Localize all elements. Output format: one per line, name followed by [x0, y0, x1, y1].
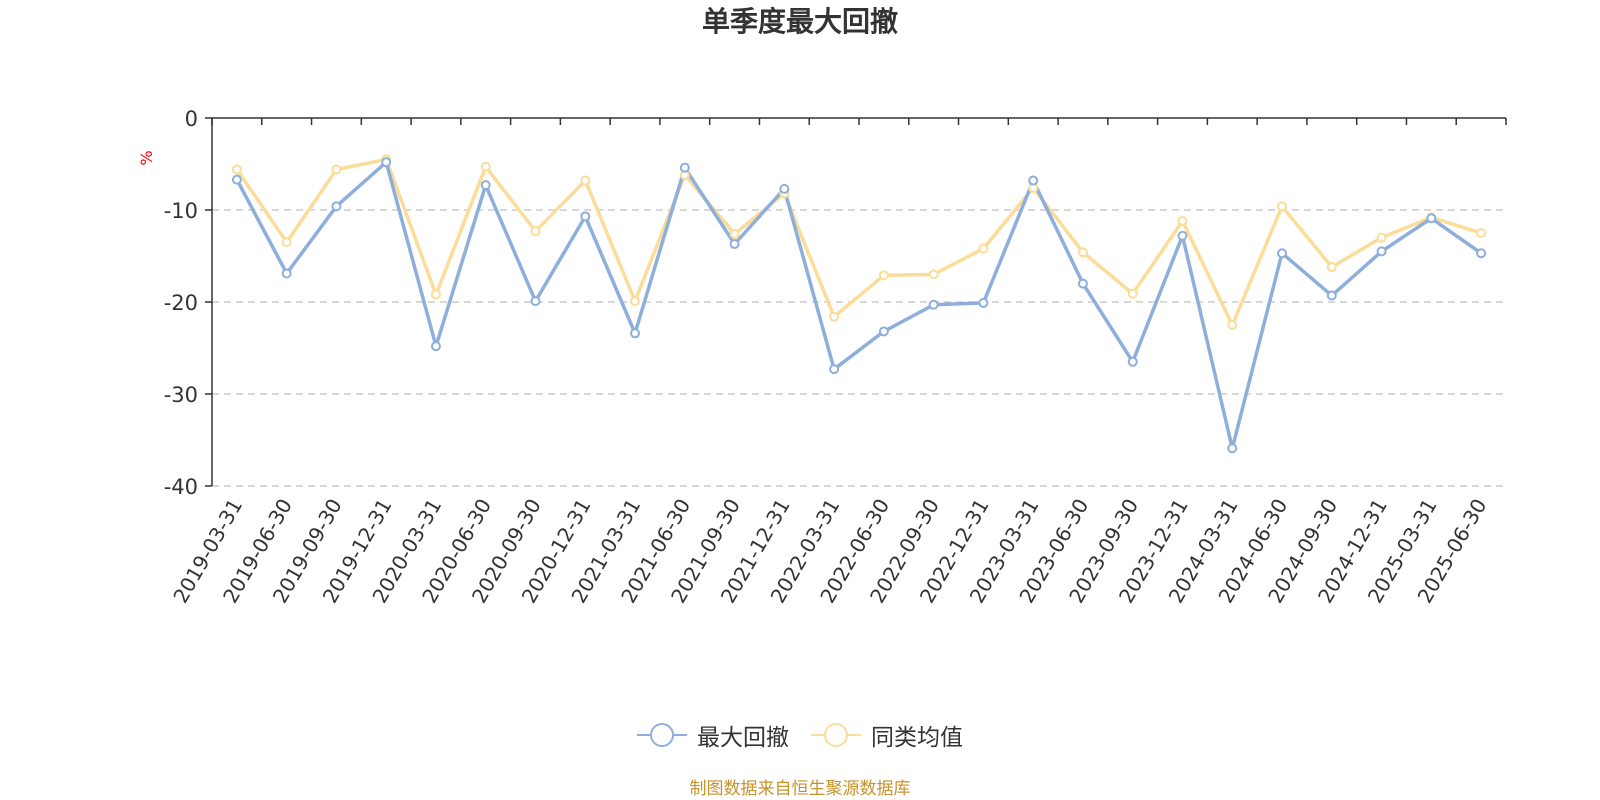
data-point[interactable]	[580, 211, 591, 222]
data-point[interactable]	[1227, 443, 1238, 454]
series-line	[235, 160, 1483, 451]
legend-label-max-drawdown: 最大回撤	[697, 725, 789, 751]
legend-item-max-drawdown[interactable]: 最大回撤	[637, 718, 789, 752]
data-point[interactable]	[829, 364, 840, 375]
data-point[interactable]	[530, 296, 541, 307]
chart-title: 单季度最大回撤	[701, 5, 898, 38]
data-point[interactable]	[530, 226, 541, 237]
data-point[interactable]	[331, 201, 342, 212]
data-point[interactable]	[978, 297, 989, 308]
legend-line-marker-icon	[811, 723, 861, 747]
data-point[interactable]	[480, 161, 491, 172]
data-point[interactable]	[480, 180, 491, 191]
data-point[interactable]	[580, 175, 591, 186]
data-point[interactable]	[729, 239, 740, 250]
data-point[interactable]	[1476, 248, 1487, 259]
y-tick-label: -20	[164, 291, 198, 315]
data-point[interactable]	[1127, 356, 1138, 367]
data-point[interactable]	[878, 326, 889, 337]
data-point[interactable]	[231, 174, 242, 185]
legend-label-peer-average: 同类均值	[871, 725, 963, 751]
data-point[interactable]	[1077, 247, 1088, 258]
data-point[interactable]	[1127, 288, 1138, 299]
data-point[interactable]	[281, 268, 292, 279]
data-point[interactable]	[1277, 248, 1288, 259]
data-point[interactable]	[1326, 262, 1337, 273]
data-point[interactable]	[1426, 213, 1437, 224]
y-axis-unit-label: %	[137, 150, 156, 165]
data-point[interactable]	[978, 243, 989, 254]
data-point[interactable]	[1326, 290, 1337, 301]
y-tick-label: -30	[164, 383, 198, 407]
y-tick-label: -40	[164, 475, 198, 499]
data-point[interactable]	[1227, 320, 1238, 330]
data-point[interactable]	[630, 328, 641, 339]
data-point[interactable]	[430, 341, 441, 352]
y-tick-label: 0	[185, 107, 198, 131]
data-point[interactable]	[1177, 230, 1188, 241]
series-line	[235, 157, 1482, 327]
data-point[interactable]	[281, 237, 292, 248]
source-note: 制图数据来自恒生聚源数据库	[689, 779, 911, 799]
legend: 最大回撤 同类均值	[0, 718, 1600, 752]
data-point[interactable]	[1077, 278, 1088, 289]
data-point[interactable]	[231, 164, 242, 175]
data-point[interactable]	[878, 270, 889, 281]
data-point[interactable]	[928, 269, 939, 280]
data-point[interactable]	[779, 183, 790, 194]
data-point[interactable]	[1277, 201, 1288, 212]
data-point[interactable]	[1376, 232, 1387, 243]
legend-line-marker-icon	[637, 723, 687, 747]
legend-item-peer-average[interactable]: 同类均值	[811, 718, 963, 752]
data-point[interactable]	[1028, 175, 1039, 186]
data-point[interactable]	[1376, 246, 1387, 257]
data-point[interactable]	[1476, 228, 1487, 238]
data-point[interactable]	[679, 162, 690, 173]
data-point[interactable]	[729, 228, 740, 239]
data-point[interactable]	[630, 296, 641, 307]
data-point[interactable]	[331, 164, 342, 175]
data-point[interactable]	[1177, 216, 1188, 227]
data-point[interactable]	[381, 157, 392, 168]
data-point[interactable]	[430, 289, 441, 300]
y-tick-label: -10	[164, 199, 198, 223]
data-point[interactable]	[928, 299, 939, 310]
data-point[interactable]	[829, 311, 840, 322]
